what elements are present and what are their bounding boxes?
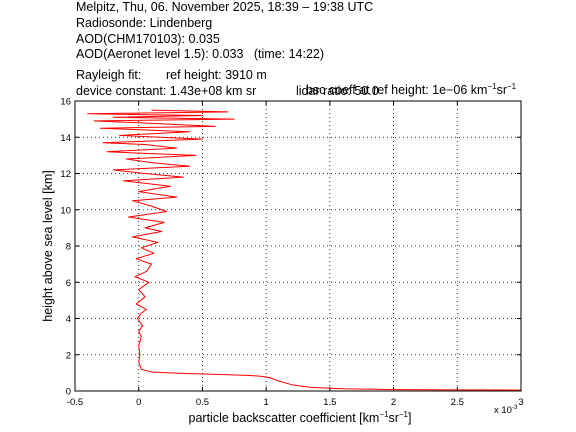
y-tick-label: 0 (66, 387, 71, 398)
y-tick-label: 14 (60, 133, 71, 144)
bsc-exp-2: −1 (506, 82, 517, 91)
x-axis-bracket: ] (408, 411, 411, 425)
x-tick-label: 1.5 (323, 397, 336, 408)
x-axis-exp-2: −1 (399, 410, 409, 419)
x-multiplier-base: x 10 (494, 405, 512, 416)
plot-frame (74, 100, 522, 392)
x-axis-exp-1: −1 (379, 410, 389, 419)
y-tick-label: 4 (66, 314, 71, 325)
bsc-coeff-unit: sr (496, 83, 507, 98)
x-tick-label: -0.5 (67, 397, 83, 408)
bsc-exp-1: −1 (487, 82, 497, 91)
backscatter-profile-line (87, 109, 522, 391)
ref-height: ref height: 3910 m (166, 68, 267, 82)
x-tick-label: 1 (263, 397, 268, 408)
x-tick-label: 0 (136, 397, 141, 408)
y-tick-label: 2 (66, 350, 71, 361)
x-tick-label: 2 (391, 397, 396, 408)
x-axis-label: particle backscatter coefficient [km−1sr… (189, 410, 412, 425)
series-layer (87, 109, 522, 391)
lidar-ratio: lidar ratio: 50.0 (296, 84, 379, 98)
header-line-1: Melpitz, Thu, 06. November 2025, 18:39 –… (76, 0, 374, 14)
x-tick-label: 0.5 (196, 397, 209, 408)
y-tick-label: 16 (60, 97, 71, 108)
header-line-2: Radiosonde: Lindenberg (76, 16, 213, 30)
y-axis-label: height above sea level [km] (41, 170, 55, 321)
y-tick-label: 8 (66, 242, 71, 253)
bsc-coeff: bsc coeff at ref height: 1e−06 km−1sr−1 (299, 66, 516, 97)
x-tick-label: 2.5 (451, 397, 464, 408)
bsc-coeff-text: bsc coeff at ref height: 1e−06 km (305, 83, 488, 98)
device-constant: device constant: 1.43e+08 km sr (76, 84, 257, 98)
x-axis-label-text: particle backscatter coefficient [km (189, 411, 380, 425)
rayleigh-label: Rayleigh fit: (76, 68, 142, 82)
y-tick-label: 6 (66, 278, 71, 289)
y-tick-label: 12 (60, 169, 71, 180)
header-line-3: AOD(CHM170103): 0.035 (76, 32, 220, 46)
grid-lines (75, 101, 521, 391)
header-line-4: AOD(Aeronet level 1.5): 0.033 (time: 14:… (76, 47, 325, 61)
x-tick-label: 3 (518, 397, 523, 408)
x-multiplier: x 10-3 (494, 405, 518, 416)
y-tick-label: 10 (60, 205, 71, 216)
x-multiplier-exp: -3 (512, 405, 518, 411)
x-axis-sr: sr (388, 411, 398, 425)
